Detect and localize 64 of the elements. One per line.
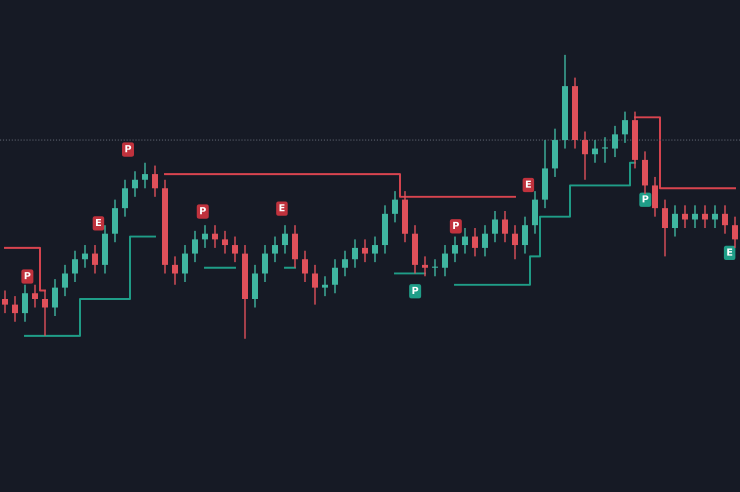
candlestick [442, 244, 448, 277]
candlestick [732, 216, 738, 249]
candlestick [12, 295, 18, 322]
annotation: E [727, 248, 732, 256]
candlestick [62, 264, 68, 297]
candlestick [702, 204, 708, 229]
candlestick [362, 238, 368, 263]
candlestick [422, 256, 428, 277]
annotation: E [526, 180, 531, 188]
candlestick [512, 224, 518, 260]
annotation: E [280, 204, 285, 212]
candlestick [22, 284, 28, 322]
candlestick [212, 224, 218, 249]
candlestick [672, 204, 678, 238]
candlestick [172, 256, 178, 286]
candlestick [262, 244, 268, 283]
annotation: P [24, 272, 31, 280]
candlestick [302, 250, 308, 283]
candlestick [132, 170, 138, 198]
candlestick [152, 164, 158, 198]
candlestick [222, 230, 228, 254]
candlestick [182, 244, 188, 283]
candlestick [712, 204, 718, 229]
annotation: P [125, 145, 132, 152]
annotation: P [453, 222, 460, 230]
candlestick [192, 230, 198, 263]
candlestick [432, 258, 438, 277]
candlestick [2, 290, 8, 314]
candlestick [502, 210, 508, 243]
candlestick [472, 227, 478, 258]
candlestick [582, 130, 588, 180]
candlestick [662, 198, 668, 258]
candlestick [482, 224, 488, 258]
candlestick [122, 179, 128, 218]
candlestick [462, 227, 468, 254]
candlestick [142, 162, 148, 189]
candlestick [522, 216, 528, 254]
candlestick [72, 250, 78, 283]
candlestick [82, 244, 88, 268]
candlestick [612, 125, 618, 158]
candlestick [312, 264, 318, 306]
annotation: E [96, 218, 102, 226]
candlestick [682, 204, 688, 229]
candlestick [52, 278, 58, 317]
candlestick [592, 139, 598, 164]
annotation: P [200, 207, 206, 214]
annotation: P [412, 286, 418, 294]
candlestick [452, 236, 458, 263]
candlestick [272, 236, 278, 263]
candlestick [492, 210, 498, 243]
candlestick [342, 250, 348, 277]
candlestick [32, 284, 38, 308]
candlestick [332, 258, 338, 294]
candlestick [372, 236, 378, 263]
candlestick [202, 224, 208, 249]
candlestick [622, 110, 628, 144]
candlestick [722, 204, 728, 234]
candlestick [352, 238, 358, 268]
annotation: P [642, 195, 648, 202]
candlestick [232, 236, 238, 263]
candlestick [92, 244, 98, 274]
candlestick [282, 224, 288, 254]
candlestick [392, 190, 398, 224]
candlestick [692, 204, 698, 229]
